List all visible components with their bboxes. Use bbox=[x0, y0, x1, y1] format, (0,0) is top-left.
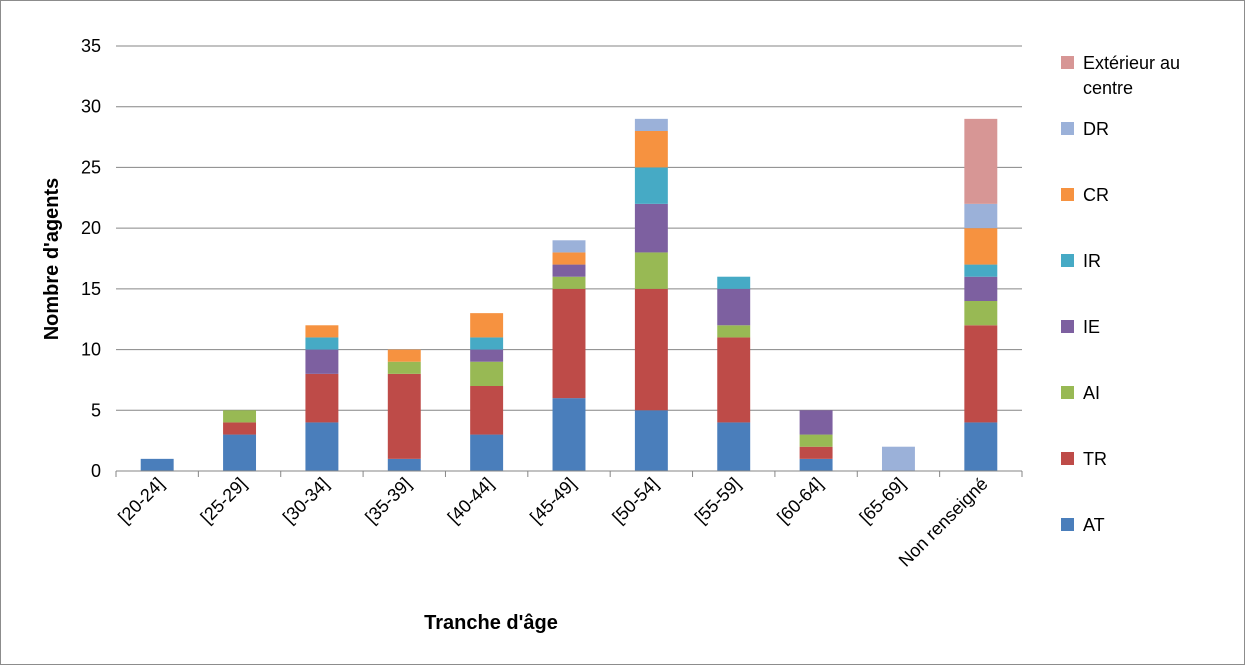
legend-swatch bbox=[1061, 122, 1074, 135]
bar-segment bbox=[552, 276, 586, 289]
legend-swatch bbox=[1061, 188, 1074, 201]
bar-segment bbox=[964, 325, 998, 423]
bar-segment bbox=[305, 337, 339, 350]
y-tick-label: 20 bbox=[81, 218, 101, 238]
bar-segment bbox=[305, 422, 339, 471]
bar-segment bbox=[799, 458, 833, 471]
y-axis-title: Nombre d'agents bbox=[41, 178, 63, 341]
bar-segment bbox=[305, 373, 339, 423]
y-tick-label: 5 bbox=[91, 400, 101, 420]
bar-segment bbox=[634, 252, 668, 289]
y-tick-label: 10 bbox=[81, 340, 101, 360]
bar-segment bbox=[964, 276, 998, 301]
bar-segment bbox=[387, 349, 421, 362]
bar-segment bbox=[223, 422, 257, 435]
bar-segment bbox=[964, 203, 998, 229]
bar-segment bbox=[717, 325, 751, 338]
x-axis bbox=[115, 470, 1023, 477]
bar-segment bbox=[140, 458, 174, 471]
legend-swatch bbox=[1061, 518, 1074, 531]
x-tick-label: [60-64] bbox=[773, 474, 827, 528]
legend-label: Extérieur au centre bbox=[1083, 53, 1180, 98]
bar-segment bbox=[799, 410, 833, 435]
legend-label: AT bbox=[1083, 515, 1105, 535]
bar-segment bbox=[634, 131, 668, 168]
bar-segment bbox=[552, 252, 586, 265]
x-tick-label: [50-54] bbox=[608, 474, 662, 528]
bar-segment bbox=[634, 410, 668, 471]
x-tick-label: [20-24] bbox=[114, 474, 168, 528]
y-tick-label: 25 bbox=[81, 157, 101, 177]
x-tick-label: [35-39] bbox=[361, 474, 415, 528]
x-axis-ticks: [20-24] [25-29] [30-34] [35-39] [40-44] [45-4… bbox=[114, 474, 991, 571]
bar-segment bbox=[552, 398, 586, 471]
bar-segment bbox=[552, 288, 586, 399]
y-tick-label: 35 bbox=[81, 36, 101, 56]
legend-swatch bbox=[1061, 452, 1074, 465]
legend: Extérieur au centre DR CR IR IE AI TR AT bbox=[1061, 53, 1180, 535]
bar-segment bbox=[799, 434, 833, 447]
x-tick-label: [55-59] bbox=[691, 474, 745, 528]
bar-segment bbox=[717, 422, 751, 471]
legend-label: DR bbox=[1083, 119, 1109, 139]
bar-segment bbox=[223, 434, 257, 471]
legend-swatch bbox=[1061, 320, 1074, 333]
bar-segment bbox=[470, 337, 504, 350]
x-tick-label: [25-29] bbox=[197, 474, 251, 528]
bar-segment bbox=[964, 301, 998, 326]
y-tick-label: 30 bbox=[81, 97, 101, 117]
legend-label: TR bbox=[1083, 449, 1107, 469]
bar-segment bbox=[223, 410, 257, 423]
x-tick-label: [45-49] bbox=[526, 474, 580, 528]
legend-swatch bbox=[1061, 56, 1074, 69]
bar-segment bbox=[552, 264, 586, 277]
bar-segment bbox=[305, 349, 339, 374]
bar-segment bbox=[470, 349, 504, 362]
bar-segment bbox=[964, 264, 998, 277]
x-axis-title: Tranche d'âge bbox=[424, 612, 558, 634]
legend-swatch bbox=[1061, 386, 1074, 399]
x-tick-label: [65-69] bbox=[856, 474, 910, 528]
bar-segment bbox=[470, 434, 504, 471]
legend-label: IR bbox=[1083, 251, 1101, 271]
x-tick-label: [30-34] bbox=[279, 474, 333, 528]
bar-segment bbox=[387, 373, 421, 459]
bar-segment bbox=[717, 276, 751, 289]
legend-label: CR bbox=[1083, 185, 1109, 205]
y-axis-ticks: 0 5 10 15 20 25 30 35 bbox=[81, 36, 101, 481]
legend-swatch bbox=[1061, 254, 1074, 267]
bar-segment bbox=[717, 337, 751, 423]
bar-segment bbox=[470, 361, 504, 386]
bar-segment bbox=[799, 446, 833, 459]
bar-segment bbox=[387, 458, 421, 471]
bar-segment bbox=[964, 422, 998, 471]
bar-segment bbox=[634, 118, 668, 131]
bar-segment bbox=[634, 203, 668, 253]
legend-label: AI bbox=[1083, 383, 1100, 403]
bar-segment bbox=[634, 167, 668, 204]
legend-label: IE bbox=[1083, 317, 1100, 337]
x-tick-label: [40-44] bbox=[444, 474, 498, 528]
bar-segment bbox=[470, 386, 504, 435]
bar-segment bbox=[387, 361, 421, 374]
x-tick-label: Non renseigné bbox=[895, 474, 992, 571]
bar-segment bbox=[964, 118, 998, 204]
bar-segment bbox=[717, 288, 751, 326]
bar-segment bbox=[305, 325, 339, 338]
bar-segment bbox=[964, 228, 998, 265]
bar-segment bbox=[634, 288, 668, 411]
bar-segment bbox=[470, 313, 504, 338]
y-tick-label: 0 bbox=[91, 461, 101, 481]
bar-segment bbox=[881, 446, 915, 471]
bar-segment bbox=[552, 240, 586, 253]
bars bbox=[140, 118, 998, 471]
y-tick-label: 15 bbox=[81, 279, 101, 299]
